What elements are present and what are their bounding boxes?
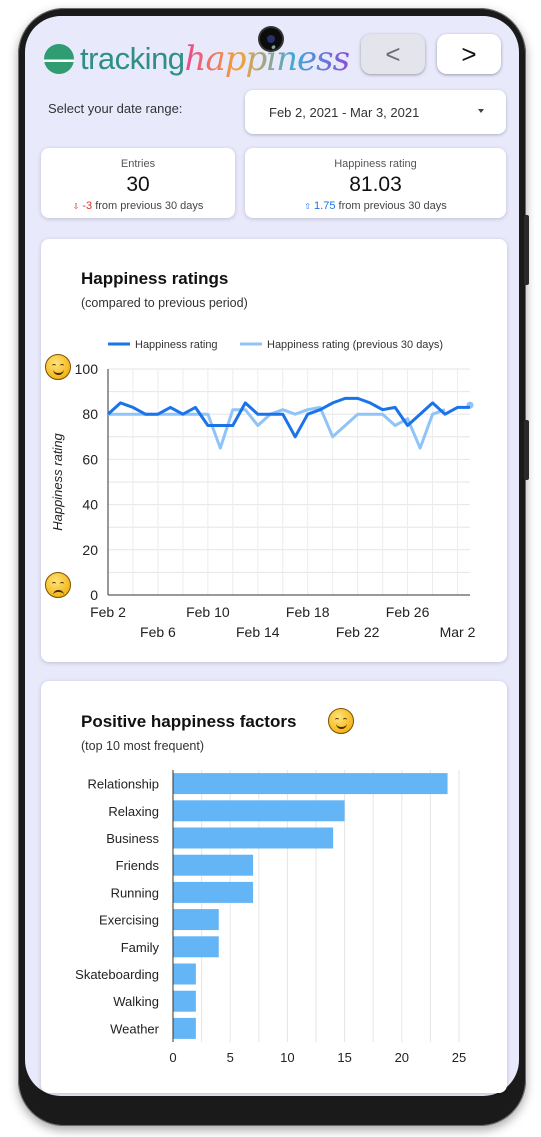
app-logo: tracking happiness: [44, 34, 350, 84]
happiness-label: Happiness rating: [334, 158, 417, 170]
date-range-label: Select your date range:: [48, 101, 183, 116]
next-period-button[interactable]: >: [437, 34, 501, 74]
phone-power-button: [524, 420, 529, 480]
happiness-delta-value: 1.75: [314, 200, 336, 212]
happiness-ratings-card: Happiness ratings (compared to previous …: [41, 239, 507, 662]
entries-kpi-card: Entries 30 ⇩ -3 from previous 30 days: [41, 148, 235, 218]
happy-face-icon: [328, 708, 354, 734]
arrow-up-icon: ⇧: [304, 202, 311, 211]
happiness-kpi-card: Happiness rating 81.03 ⇧ 1.75 from previ…: [245, 148, 506, 218]
previous-period-button[interactable]: <: [361, 34, 425, 74]
entries-value: 30: [126, 173, 150, 196]
ratings-subtitle: (compared to previous period): [81, 296, 248, 310]
sad-face-icon: [45, 572, 71, 598]
factors-subtitle: (top 10 most frequent): [81, 739, 204, 753]
logo-word-happiness: happiness: [184, 39, 350, 79]
happiness-delta: ⇧ 1.75 from previous 30 days: [245, 200, 506, 212]
date-range-value: Feb 2, 2021 - Mar 3, 2021: [269, 104, 420, 120]
logo-word-tracking: tracking: [80, 41, 185, 76]
caret-down-icon: [478, 109, 484, 113]
front-camera: [260, 28, 282, 50]
entries-delta-suffix: from previous 30 days: [95, 200, 204, 212]
logo-circle-icon: [44, 44, 74, 74]
entries-label: Entries: [120, 158, 156, 170]
factors-title: Positive happiness factors: [81, 712, 297, 731]
happy-face-icon: [45, 354, 71, 380]
happiness-delta-suffix: from previous 30 days: [338, 200, 447, 212]
entries-delta: ⇩ -3 from previous 30 days: [41, 200, 235, 212]
date-range-select[interactable]: Feb 2, 2021 - Mar 3, 2021: [245, 90, 506, 134]
arrow-down-icon: ⇩: [72, 202, 80, 211]
ratings-title: Happiness ratings: [81, 269, 229, 288]
entries-delta-value: -3: [82, 200, 93, 212]
positive-factors-card: Positive happiness factors (top 10 most …: [41, 681, 507, 1093]
happiness-value: 81.03: [349, 173, 402, 196]
phone-volume-button: [524, 215, 529, 285]
